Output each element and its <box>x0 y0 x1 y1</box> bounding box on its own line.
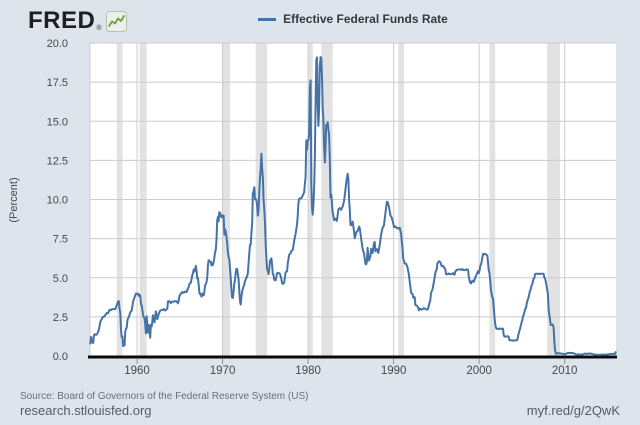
x-tick-label: 1970 <box>210 365 236 377</box>
research-stlouisfed-link[interactable]: research.stlouisfed.org <box>20 403 152 418</box>
y-tick-label: 10.0 <box>47 195 68 207</box>
fred-logo[interactable]: FRED ® <box>28 7 128 35</box>
fred-sparkline-icon <box>106 10 128 32</box>
y-tick-label: 2.5 <box>53 312 68 324</box>
y-tick-label: 17.5 <box>47 77 68 89</box>
legend-line-swatch <box>258 17 277 21</box>
y-tick-label: 15.0 <box>47 116 68 128</box>
x-tick-label: 1960 <box>124 365 150 377</box>
chart-legend[interactable]: Effective Federal Funds Rate <box>90 12 616 26</box>
x-tick-label: 2010 <box>552 365 578 377</box>
legend-label: Effective Federal Funds Rate <box>283 12 448 26</box>
x-tick-label: 1990 <box>381 365 407 377</box>
y-tick-label: 0.0 <box>53 351 68 363</box>
y-tick-label: 5.0 <box>53 273 68 285</box>
x-tick-label: 2000 <box>466 365 492 377</box>
y-tick-label: 20.0 <box>47 38 68 50</box>
data-line <box>89 56 617 356</box>
short-url-link[interactable]: myf.red/g/2QwK <box>526 403 620 418</box>
y-tick-label: 12.5 <box>47 155 68 167</box>
y-tick-label: 7.5 <box>53 234 68 246</box>
fred-logo-text: FRED <box>28 7 96 34</box>
source-attribution: Source: Board of Governors of the Federa… <box>20 391 309 402</box>
y-axis-title: (Percent) <box>8 177 20 222</box>
x-tick-label: 1980 <box>295 365 321 377</box>
registered-mark: ® <box>96 25 103 32</box>
